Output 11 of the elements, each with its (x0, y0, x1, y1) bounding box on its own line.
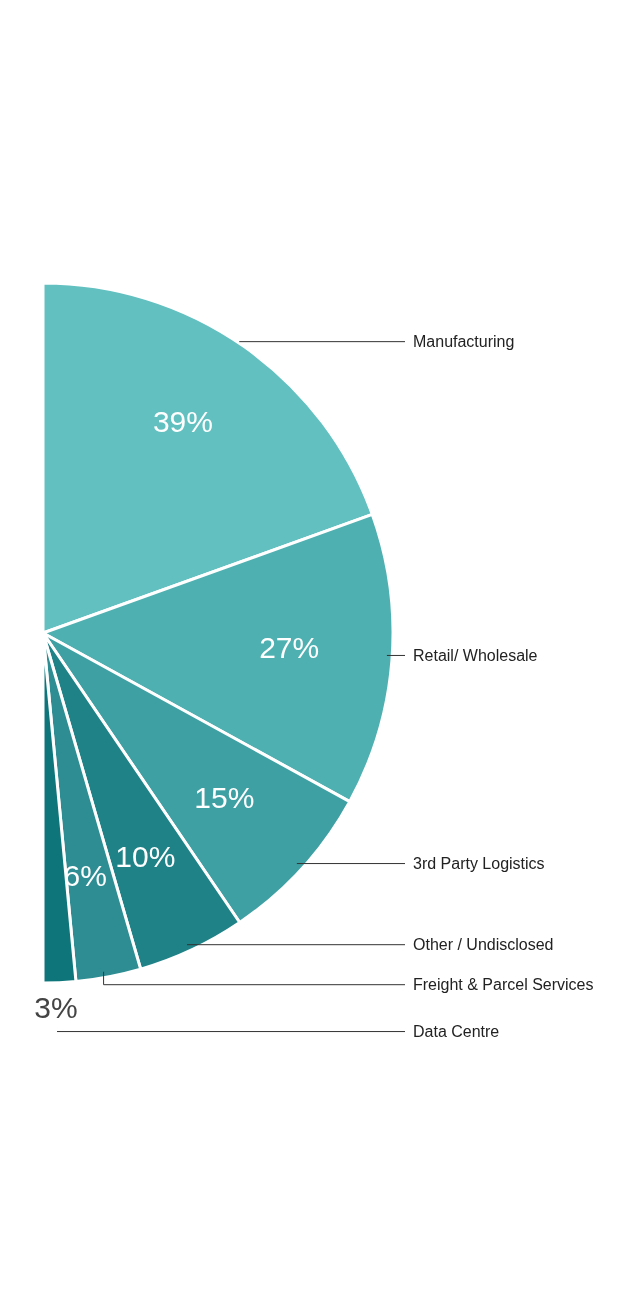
slice-label: Other / Undisclosed (413, 936, 554, 954)
slice-label: Data Centre (413, 1023, 500, 1041)
data-label: 27% (259, 631, 320, 665)
data-label: 39% (152, 405, 213, 439)
slice-label: Retail/ Wholesale (413, 646, 538, 664)
slice-label: Freight & Parcel Services (413, 976, 594, 994)
slice-label: 3rd Party Logistics (413, 855, 545, 873)
slice-label: Manufacturing (413, 333, 515, 351)
data-label: 15% (194, 781, 255, 815)
data-label: 3% (34, 991, 78, 1025)
data-label: 10% (115, 839, 176, 873)
